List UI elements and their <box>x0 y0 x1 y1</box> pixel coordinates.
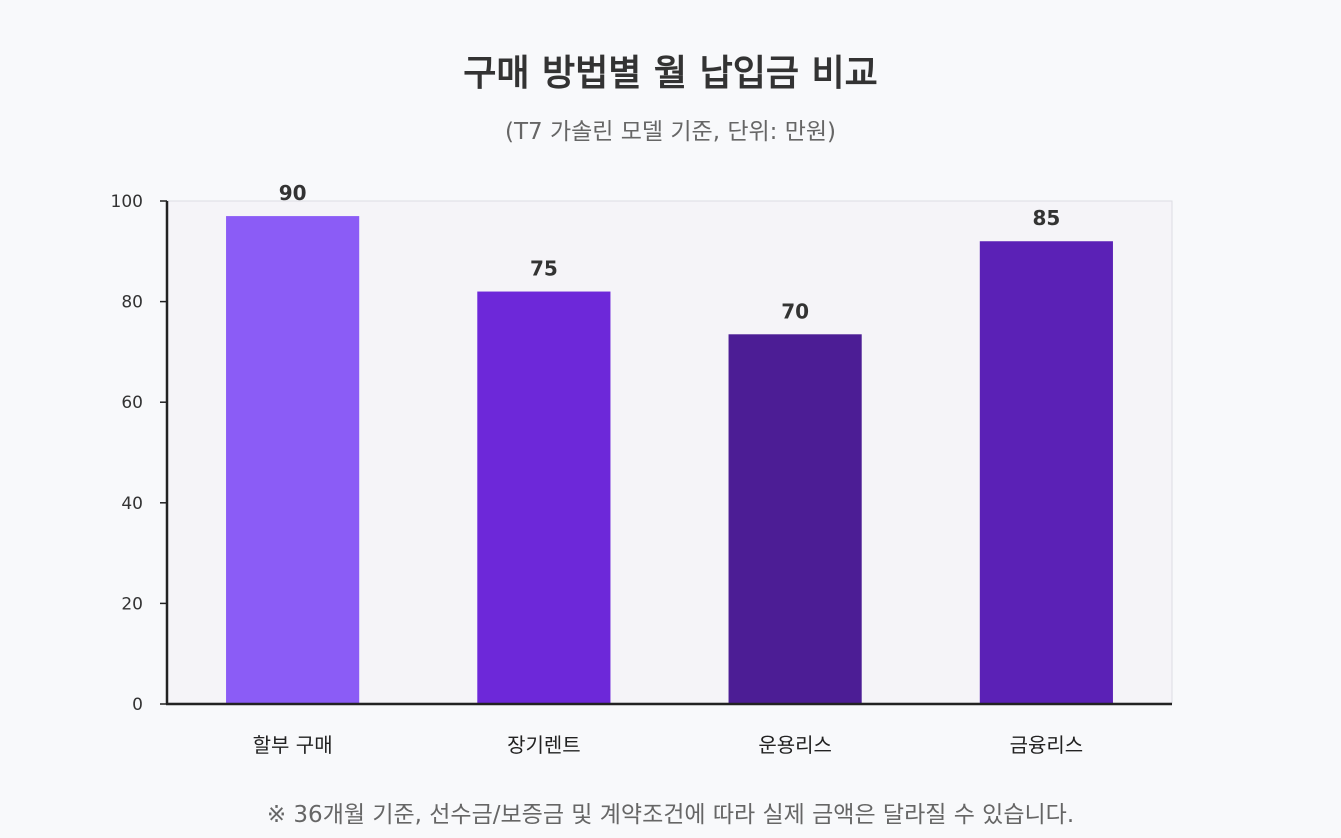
x-axis: 할부 구매 장기렌트 운용리스 금융리스 <box>253 733 1084 757</box>
x-tick-label: 금융리스 <box>1010 733 1084 757</box>
data-label: 85 <box>1032 206 1060 230</box>
data-label: 75 <box>530 257 558 281</box>
bar-chart: 90 75 70 85 0 20 40 60 80 100 할부 구매 장기렌트 운용리스 금융리스 <box>111 181 1173 757</box>
data-labels-group: 90 75 70 85 <box>279 181 1061 323</box>
chart-subtitle: (T7 가솔린 모델 기준, 단위: 만원) <box>504 119 836 145</box>
data-label: 90 <box>279 181 307 205</box>
bar <box>226 216 360 704</box>
y-tick-label: 40 <box>121 494 143 514</box>
x-tick-label: 운용리스 <box>758 733 832 757</box>
bar <box>477 291 611 704</box>
x-tick-label: 할부 구매 <box>253 733 333 757</box>
chart-title: 구매 방법별 월 납입금 비교 <box>463 53 878 94</box>
y-tick-label: 100 <box>111 192 143 212</box>
y-tick-label: 60 <box>121 393 143 413</box>
bar <box>728 334 862 704</box>
y-axis: 0 20 40 60 80 100 <box>111 192 167 715</box>
data-label: 70 <box>781 299 809 323</box>
bars-group <box>226 216 1113 705</box>
bar <box>979 241 1113 705</box>
y-tick-label: 0 <box>132 695 143 715</box>
y-tick-label: 80 <box>121 293 143 313</box>
y-tick-label: 20 <box>121 594 143 614</box>
x-tick-label: 장기렌트 <box>507 733 581 757</box>
chart-footnote: ※ 36개월 기준, 선수금/보증금 및 계약조건에 따라 실제 금액은 달라질… <box>266 802 1075 828</box>
